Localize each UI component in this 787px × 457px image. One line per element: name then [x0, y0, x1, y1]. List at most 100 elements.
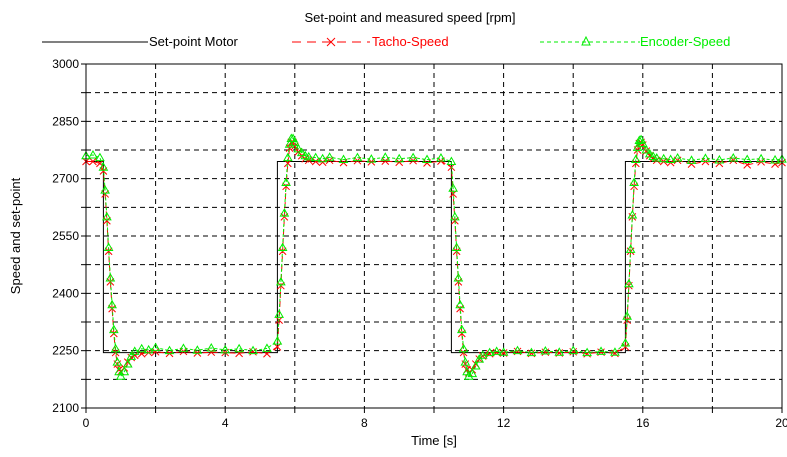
x-axis-title: Time [s] [411, 433, 457, 448]
data-point [99, 167, 108, 175]
data-point [627, 209, 638, 219]
data-point [88, 149, 98, 159]
data-point [477, 350, 488, 359]
data-point [451, 216, 459, 225]
data-point [436, 153, 446, 162]
data-point [178, 343, 189, 352]
legend: Set-point Motor Tacho-Speed Encoder-Spee… [42, 34, 730, 49]
data-point [115, 371, 126, 380]
data-point [98, 162, 109, 171]
data-point [756, 153, 766, 163]
data-point [303, 151, 314, 161]
legend-item-setpoint: Set-point Motor [42, 34, 239, 49]
data-point [95, 152, 105, 162]
data-point [310, 152, 321, 162]
data-point [130, 351, 139, 360]
y-tick-label: 3000 [52, 57, 79, 71]
x-tick-label: 0 [83, 416, 90, 430]
data-point [235, 349, 243, 358]
data-point [687, 160, 696, 168]
data-point [540, 346, 551, 355]
y-tick-label: 2850 [52, 114, 79, 128]
axis-ticks: 0 4 8 12 16 20 2100 2250 2400 2550 2700 2850 3000 [52, 57, 787, 430]
data-point [293, 143, 304, 153]
data-point [450, 211, 460, 221]
data-point [126, 351, 137, 360]
data-point [714, 154, 725, 164]
data-point [274, 309, 285, 318]
data-point [119, 366, 130, 376]
data-point [129, 346, 140, 355]
data-point [272, 336, 283, 345]
data-point [610, 347, 620, 356]
data-point [311, 157, 320, 166]
data-point [455, 299, 465, 309]
data-point [102, 211, 112, 221]
data-point [742, 154, 753, 164]
data-point [644, 148, 655, 158]
x-tick-label: 8 [361, 416, 368, 430]
data-point [728, 153, 739, 162]
data-point [641, 144, 652, 154]
data-point [324, 152, 335, 161]
data-point [220, 344, 231, 354]
data-point [491, 346, 502, 355]
data-point [103, 242, 114, 251]
y-axis-title: Speed and set-point [8, 177, 23, 294]
data-point [276, 276, 286, 286]
data-point [634, 135, 645, 144]
data-point [686, 155, 697, 164]
data-point [107, 299, 117, 309]
data-point [700, 153, 711, 162]
data-point [512, 345, 523, 355]
data-point [282, 152, 293, 162]
data-point [408, 152, 418, 162]
data-point [460, 357, 471, 366]
data-point [672, 153, 683, 162]
data-point [338, 154, 349, 164]
data-point [467, 368, 478, 378]
x-tick-label: 12 [497, 416, 511, 430]
data-point [103, 216, 111, 225]
legend-label-setpoint: Set-point Motor [149, 34, 239, 49]
data-point [453, 273, 464, 282]
data-point [104, 247, 113, 256]
data-point [366, 154, 377, 163]
data-point [582, 347, 592, 357]
legend-marker-encoder [581, 35, 591, 46]
data-point [381, 157, 390, 165]
data-point [526, 347, 537, 357]
legend-marker-tacho [326, 37, 336, 47]
data-point [451, 242, 462, 251]
data-point [105, 273, 116, 282]
data-point [277, 242, 288, 251]
data-point [665, 154, 676, 164]
data-point [631, 159, 640, 168]
data-point [624, 278, 634, 288]
x-tick-label: 4 [222, 416, 229, 430]
data-point [100, 185, 111, 194]
data-point [463, 371, 474, 380]
x-tick-label: 16 [636, 416, 650, 430]
series-layer [81, 133, 787, 380]
y-tick-label: 2550 [52, 229, 79, 243]
legend-item-encoder: Encoder-Speed [540, 34, 730, 49]
data-point [290, 142, 299, 151]
y-tick-label: 2100 [52, 401, 79, 415]
data-point [279, 208, 290, 217]
data-point [448, 183, 459, 192]
data-point [625, 244, 636, 253]
data-point [422, 154, 432, 164]
data-point [394, 153, 405, 163]
data-point [289, 137, 300, 146]
data-point [352, 152, 363, 162]
legend-label-tacho: Tacho-Speed [372, 34, 449, 49]
data-point [596, 346, 606, 355]
data-point [234, 343, 244, 353]
data-point [620, 338, 631, 347]
chart-title: Set-point and measured speed [rpm] [304, 10, 515, 25]
data-point [143, 344, 154, 354]
data-point [771, 160, 779, 168]
data-point [380, 152, 391, 161]
